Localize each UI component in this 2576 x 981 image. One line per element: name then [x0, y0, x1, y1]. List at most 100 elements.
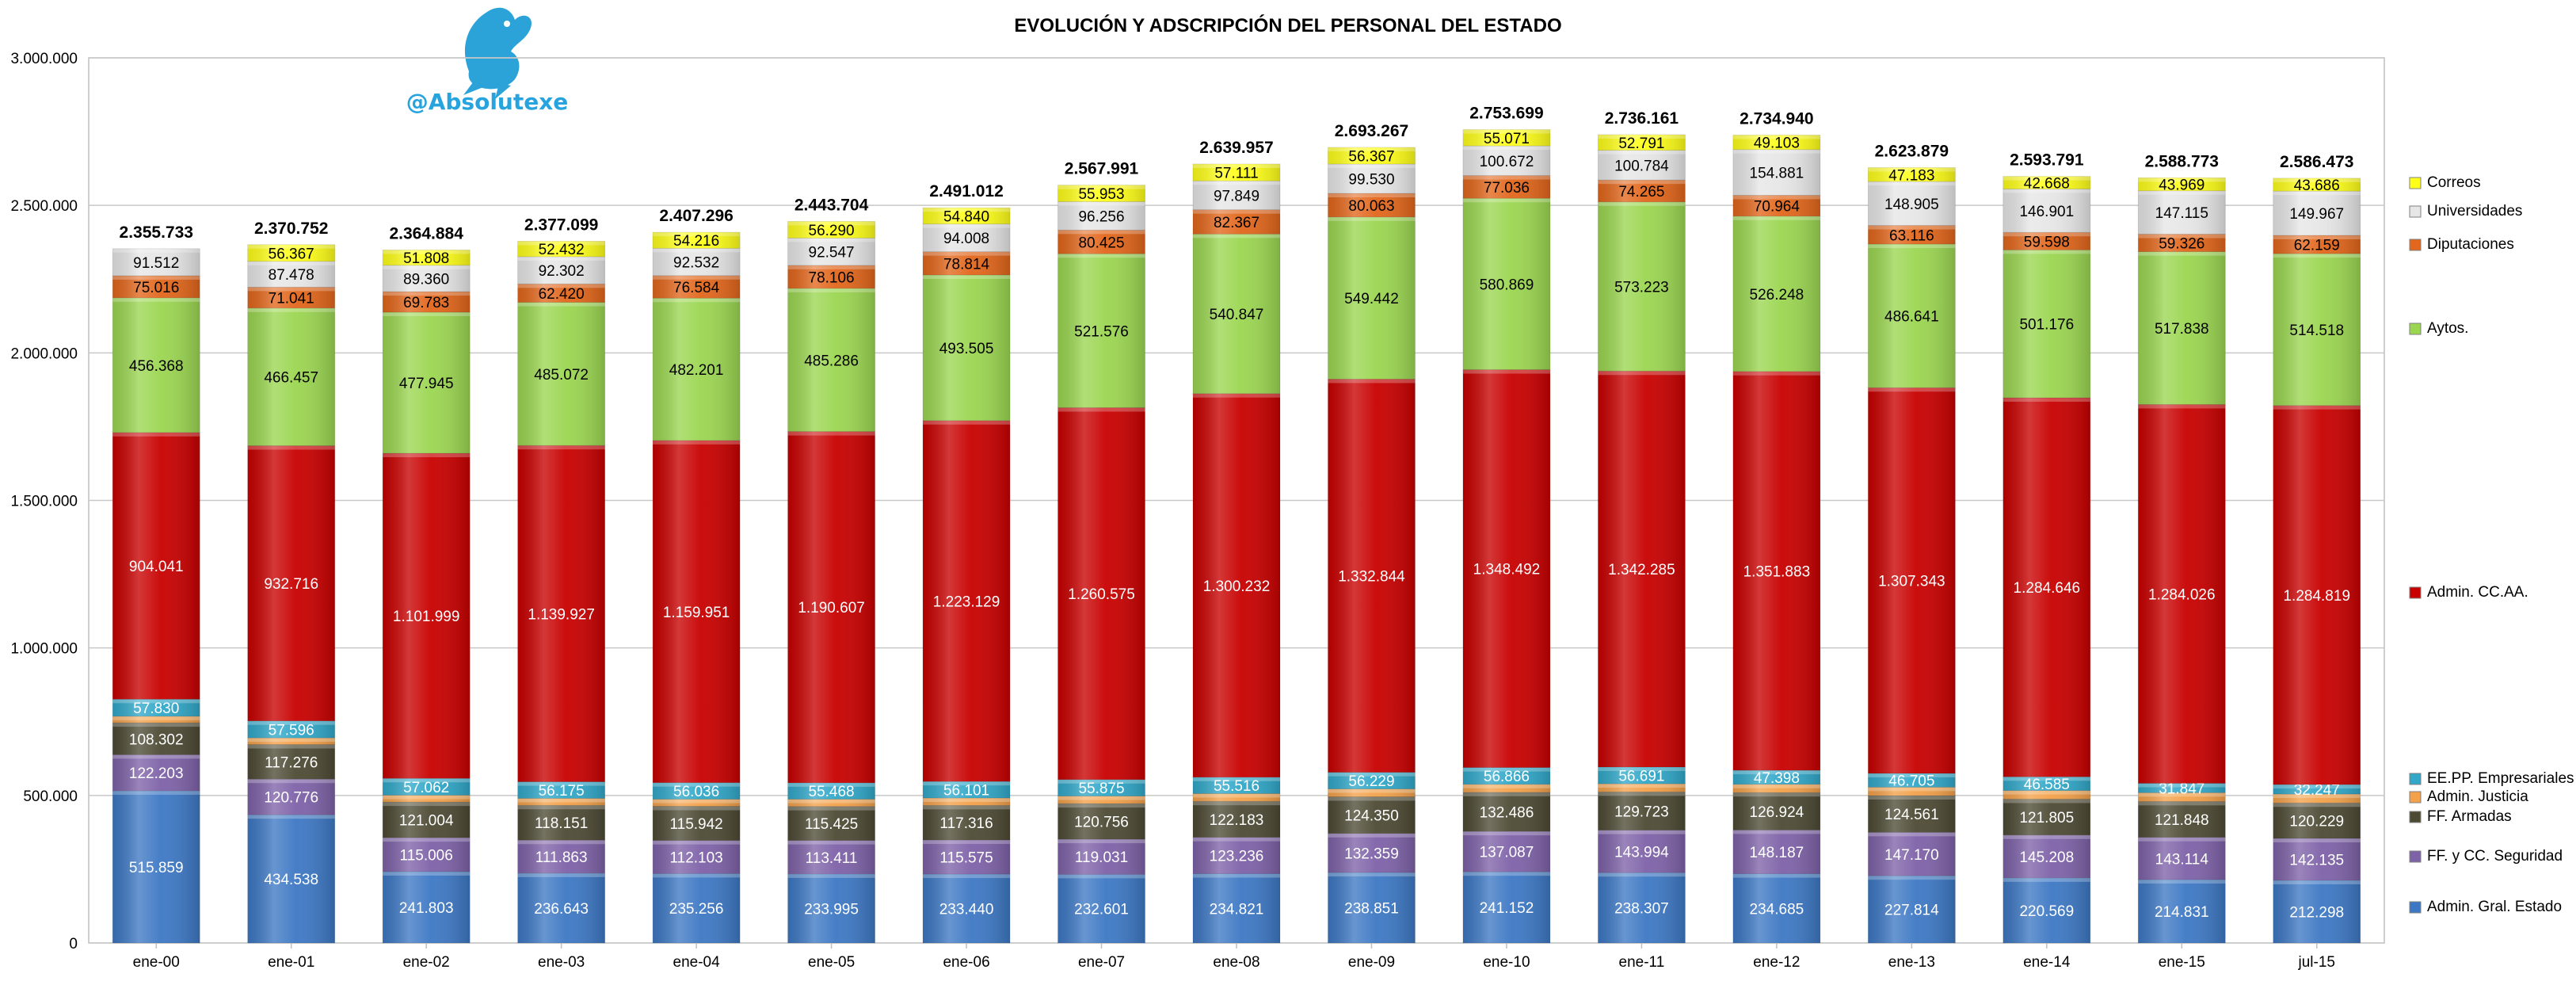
data-label: 143.994: [1614, 844, 1669, 861]
bar-gloss: [1328, 163, 1416, 194]
bar-gloss: [923, 208, 1011, 224]
bar-gloss: [517, 872, 605, 943]
bar-gloss: [2273, 794, 2361, 804]
data-label: 92.532: [673, 255, 719, 272]
data-label: 115.425: [805, 816, 858, 833]
data-label: 515.859: [129, 860, 184, 876]
bar-gloss: [653, 782, 741, 800]
bar-gloss: [1328, 193, 1416, 217]
bar-gloss: [517, 805, 605, 841]
bar-gloss: [2138, 177, 2226, 191]
bar-gloss: [2138, 190, 2226, 235]
legend-label: EE.PP. Empresariales: [2427, 770, 2574, 787]
bar-bevel: [1732, 216, 1820, 220]
bar-bevel: [383, 265, 471, 269]
legend-label: Admin. Justicia: [2427, 788, 2528, 805]
total-label: 2.377.099: [524, 216, 598, 234]
data-label: 82.367: [1214, 215, 1259, 231]
legend-label: FF. y CC. Seguridad: [2427, 848, 2563, 865]
bar-bevel: [247, 244, 335, 249]
bar-bevel: [517, 256, 605, 261]
bar-gloss: [923, 781, 1011, 799]
bar-gloss: [787, 873, 875, 943]
data-label: 517.838: [2155, 321, 2209, 338]
bar-bevel: [1732, 371, 1820, 376]
bar-bevel: [1868, 225, 1956, 230]
bar-gloss: [653, 298, 741, 441]
bar-stack-ene-04: 235.256 112.103 115.942 56.036 1.159.951 482.…: [652, 207, 741, 944]
bar-gloss: [517, 445, 605, 782]
bar-bevel: [1328, 796, 1416, 801]
bar-gloss: [653, 873, 741, 943]
data-label: 87.478: [269, 267, 314, 284]
bar-stack-jul-15: 212.298 142.135 120.229 32.247 1.284.819 514.…: [2273, 153, 2361, 944]
bar-gloss: [653, 440, 741, 783]
bar-bevel: [1193, 163, 1280, 168]
bar-gloss: [1732, 216, 1820, 372]
bar-gloss: [517, 798, 605, 806]
bar-gloss: [1462, 146, 1550, 176]
bar-bevel: [1193, 777, 1280, 781]
bar-gloss: [2002, 799, 2090, 835]
bar-bevel: [2138, 792, 2226, 797]
bar-bevel: [1868, 181, 1956, 186]
data-label: 89.360: [403, 271, 449, 288]
data-label: 1.190.607: [798, 600, 865, 616]
bar-gloss: [1193, 209, 1280, 235]
bar-bevel: [1057, 185, 1145, 189]
bar-gloss: [517, 302, 605, 446]
bar-gloss: [1057, 254, 1145, 408]
bar-bevel: [1598, 792, 1686, 796]
bar-bevel: [2138, 251, 2226, 256]
watermark-handle: @Absolutexe: [406, 89, 569, 115]
bar-bevel: [1598, 201, 1686, 206]
data-label: 56.101: [943, 783, 989, 800]
bar-bevel: [923, 275, 1011, 280]
data-label: 1.223.129: [933, 594, 1000, 610]
total-label: 2.443.704: [795, 196, 869, 214]
bar-gloss: [923, 798, 1011, 806]
data-label: 57.111: [1214, 166, 1258, 182]
data-label: 234.821: [1210, 901, 1264, 918]
bar-gloss: [1598, 767, 1686, 784]
bar-gloss: [1732, 873, 1820, 943]
data-label: 54.840: [943, 208, 989, 225]
y-tick-label: 500.000: [23, 788, 78, 805]
bar-bevel: [923, 223, 1011, 228]
data-label: 137.087: [1480, 845, 1534, 861]
data-label: 241.803: [399, 900, 454, 917]
legend-swatch: [2409, 811, 2422, 823]
legend-label: Correos: [2427, 174, 2481, 191]
bar-bevel: [1462, 792, 1550, 796]
bar-bevel: [1462, 198, 1550, 203]
data-label: 55.953: [1078, 186, 1124, 203]
x-tick-label: ene-10: [1483, 954, 1530, 971]
bar-bevel: [1328, 833, 1416, 838]
bar-gloss: [653, 248, 741, 276]
x-tick-label: ene-03: [538, 954, 585, 971]
bar-gloss: [383, 312, 471, 453]
bar-bevel: [923, 874, 1011, 879]
data-label: 122.203: [129, 765, 184, 782]
bar-gloss: [2002, 250, 2090, 398]
data-label: 120.229: [2289, 814, 2344, 830]
data-label: 148.905: [1884, 197, 1939, 213]
bar-bevel: [247, 307, 335, 312]
data-label: 56.290: [809, 223, 855, 239]
y-tick-label: 3.000.000: [10, 51, 78, 67]
data-label: 1.332.844: [1338, 569, 1405, 586]
bar-gloss: [2002, 189, 2090, 233]
bar-gloss: [1193, 393, 1280, 777]
data-label: 456.368: [129, 358, 184, 375]
bar-bevel: [1868, 787, 1956, 792]
bar-bevel: [2273, 405, 2361, 410]
bar-gloss: [2002, 777, 2090, 791]
bar-gloss: [2138, 251, 2226, 405]
bar-bevel: [2273, 177, 2361, 182]
data-label: 56.036: [673, 784, 719, 800]
bar-gloss: [383, 802, 471, 838]
legend-item: EE.PP. Empresariales: [2409, 770, 2574, 787]
legend-swatch: [2409, 791, 2422, 804]
bar-gloss: [923, 420, 1011, 782]
bar-bevel: [1598, 180, 1686, 185]
